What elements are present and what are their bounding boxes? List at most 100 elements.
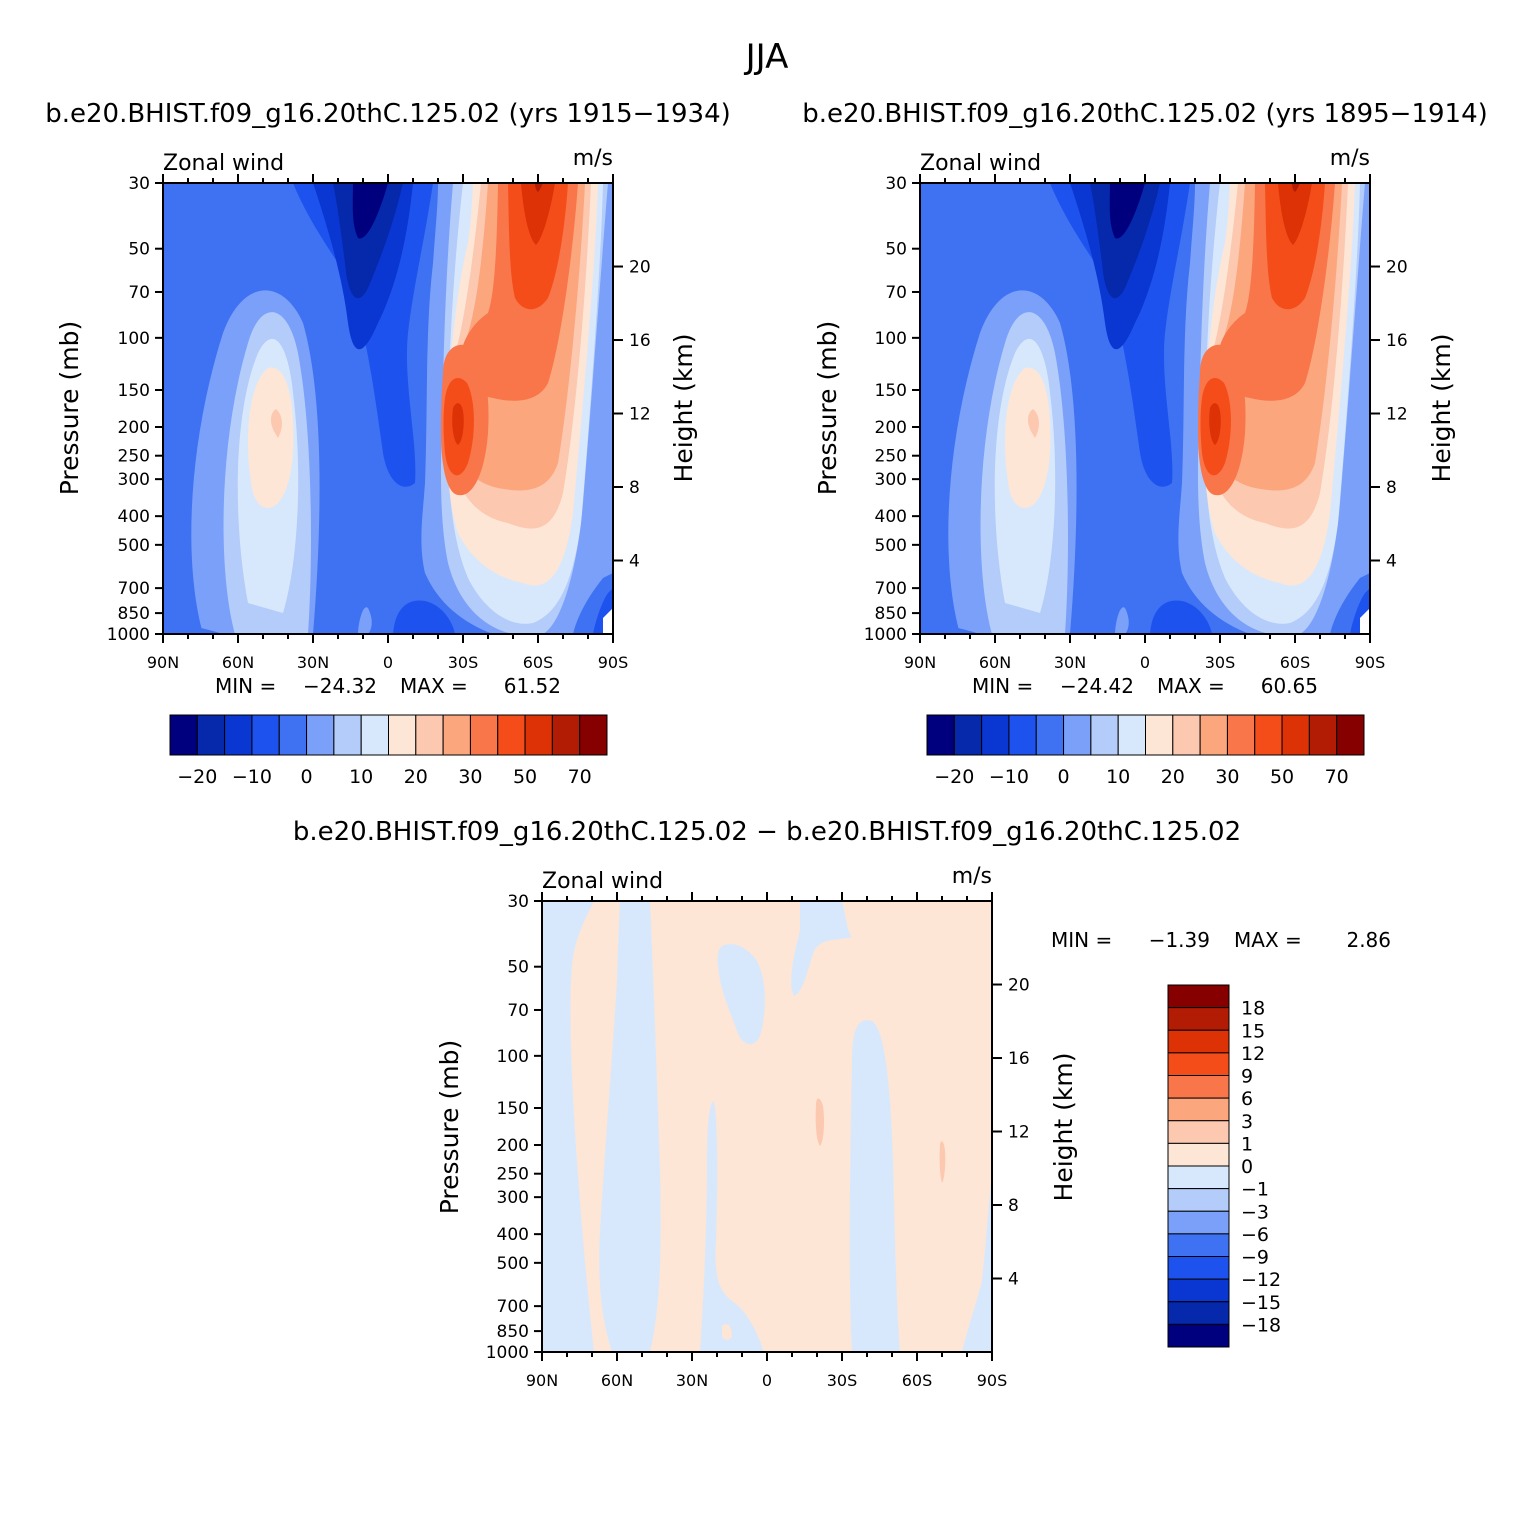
colorbar-label: 0 xyxy=(301,766,313,788)
colorbar-swatch xyxy=(551,714,581,756)
height-tick-label: 12 xyxy=(629,405,651,425)
colorbar-label: 9 xyxy=(1241,1066,1253,1088)
panel-c-x-axis: 90N 60N 30N 0 30S 60S 90S xyxy=(526,892,1007,1390)
colorbar-swatch xyxy=(1035,714,1065,756)
colorbar-swatch xyxy=(169,714,198,756)
colorbar-swatch xyxy=(953,714,983,756)
panel-a-max-label: MAX = xyxy=(400,674,468,698)
colorbar-swatch xyxy=(1172,714,1201,756)
colorbar-label: 3 xyxy=(1241,1111,1253,1133)
pressure-tick-label: 70 xyxy=(128,283,150,303)
colorbar-swatch xyxy=(1167,1052,1230,1076)
lat-tick-label: 30N xyxy=(1054,653,1086,672)
colorbar-label: 30 xyxy=(458,766,482,788)
colorbar-swatch xyxy=(1167,1075,1230,1099)
colorbar-swatch xyxy=(1281,714,1310,756)
height-tick-label: 12 xyxy=(1386,405,1408,425)
colorbar-swatch xyxy=(497,714,526,756)
colorbar-swatch xyxy=(579,714,608,756)
height-tick-label: 4 xyxy=(1008,1270,1019,1290)
colorbar-swatch xyxy=(1145,714,1174,756)
pressure-tick-label: 1000 xyxy=(107,625,150,645)
lat-tick-label: 0 xyxy=(762,1371,772,1390)
colorbar-swatch xyxy=(333,714,362,756)
pressure-tick-label: 300 xyxy=(875,470,907,490)
panel-a-title: b.e20.BHIST.f09_g16.20thC.125.02 (yrs 19… xyxy=(45,99,731,129)
panel-c-title: b.e20.BHIST.f09_g16.20thC.125.02 − b.e20… xyxy=(293,817,1241,847)
pressure-tick-label: 30 xyxy=(128,174,150,194)
colorbar-swatch xyxy=(251,714,280,756)
height-tick-label: 16 xyxy=(1386,331,1408,351)
colorbar-label: 0 xyxy=(1058,766,1070,788)
colorbar-label: 70 xyxy=(1325,766,1349,788)
panel-b-y-axis-title: Pressure (mb) xyxy=(813,321,842,495)
pressure-tick-label: 850 xyxy=(118,604,150,624)
lat-tick-label: 30S xyxy=(1205,653,1236,672)
figure-title: JJA xyxy=(744,37,789,77)
colorbar-label: 0 xyxy=(1241,1156,1253,1178)
pressure-tick-label: 250 xyxy=(118,447,150,467)
panel-a-min-label: MIN = xyxy=(215,674,276,698)
colorbar-swatch xyxy=(1167,1256,1230,1280)
colorbar-label: 20 xyxy=(404,766,428,788)
panel-a-y-axis-title: Pressure (mb) xyxy=(55,321,84,495)
panel-c-variable-label: Zonal wind xyxy=(542,869,663,894)
colorbar-swatch xyxy=(1117,714,1146,756)
pressure-tick-label: 850 xyxy=(497,1322,529,1342)
colorbar-swatch xyxy=(1167,1278,1230,1303)
panel-c-contour-field xyxy=(542,901,992,1352)
lat-tick-label: 60N xyxy=(601,1371,633,1390)
lat-tick-label: 90N xyxy=(526,1371,558,1390)
colorbar-swatch xyxy=(1167,1188,1230,1212)
colorbar-swatch xyxy=(415,714,444,756)
pressure-tick-label: 1000 xyxy=(864,625,907,645)
pressure-tick-label: 500 xyxy=(118,536,150,556)
colorbar-swatch xyxy=(1008,714,1037,756)
colorbar-swatch xyxy=(1063,714,1092,756)
height-tick-label: 4 xyxy=(1386,552,1397,572)
lat-tick-label: 30N xyxy=(676,1371,708,1390)
colorbar-swatch xyxy=(1167,1233,1230,1257)
panel-b-x-axis: 90N 60N 30N 0 30S 60S 90S xyxy=(904,174,1385,672)
colorbar-swatch xyxy=(1167,1097,1230,1122)
lat-tick-label: 0 xyxy=(383,653,393,672)
pressure-tick-label: 50 xyxy=(128,240,150,260)
height-tick-label: 20 xyxy=(1008,976,1030,996)
panel-a-colorbar: −20 −10 0 10 20 30 50 70 xyxy=(169,714,608,788)
pressure-tick-label: 200 xyxy=(497,1136,529,1156)
panel-c-units-label: m/s xyxy=(952,864,992,889)
pressure-tick-label: 1000 xyxy=(486,1343,529,1363)
colorbar-swatch xyxy=(1090,714,1119,756)
panel-b-min-value: −24.42 xyxy=(1060,674,1134,698)
colorbar-swatch xyxy=(1226,714,1256,756)
colorbar-swatch xyxy=(1336,714,1365,756)
pressure-tick-label: 30 xyxy=(507,892,529,912)
lat-tick-label: 0 xyxy=(1140,653,1150,672)
pressure-tick-label: 70 xyxy=(507,1001,529,1021)
colorbar-swatch xyxy=(278,714,308,756)
colorbar-label: −6 xyxy=(1241,1224,1269,1246)
colorbar-swatch xyxy=(1167,1007,1230,1031)
panel-a-x-axis: 90N 60N 30N 0 30S 60S 90S xyxy=(147,174,628,672)
colorbar-label: −18 xyxy=(1241,1314,1281,1336)
pressure-tick-label: 150 xyxy=(875,381,907,401)
colorbar-swatch xyxy=(1199,714,1228,756)
pressure-tick-label: 500 xyxy=(875,536,907,556)
lat-tick-label: 60S xyxy=(902,1371,933,1390)
panel-b-min-label: MIN = xyxy=(972,674,1033,698)
lat-tick-label: 90S xyxy=(1355,653,1386,672)
pressure-tick-label: 70 xyxy=(885,283,907,303)
colorbar-swatch xyxy=(1167,1165,1230,1190)
colorbar-swatch xyxy=(926,714,955,756)
panel-b-max-value: 60.65 xyxy=(1261,674,1318,698)
panel-a-height-axis-title: Height (km) xyxy=(669,334,698,483)
lat-tick-label: 90S xyxy=(977,1371,1008,1390)
colorbar-label: 50 xyxy=(513,766,537,788)
pressure-tick-label: 50 xyxy=(885,240,907,260)
pressure-tick-label: 200 xyxy=(118,418,150,438)
colorbar-label: 6 xyxy=(1241,1088,1253,1110)
panel-b: b.e20.BHIST.f09_g16.20thC.125.02 (yrs 18… xyxy=(802,99,1488,788)
colorbar-swatch xyxy=(1167,1120,1230,1144)
